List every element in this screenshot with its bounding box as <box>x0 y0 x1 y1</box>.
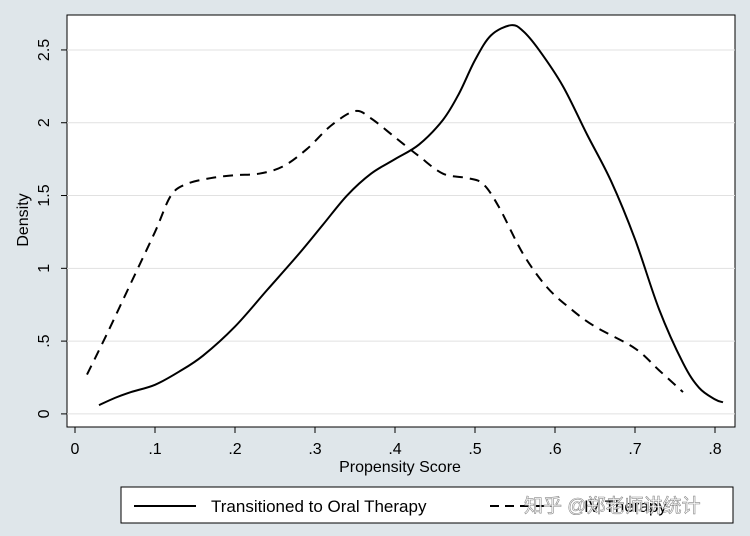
plot-area <box>66 14 736 428</box>
legend-box <box>120 486 734 524</box>
x-tick-label: .1 <box>148 441 161 458</box>
gridlines <box>67 49 735 415</box>
legend-label-iv: IV Therapy <box>584 497 667 516</box>
x-tick-label: .7 <box>628 441 641 458</box>
y-tick-label: 0 <box>36 409 53 418</box>
y-tick-label: 2 <box>36 118 53 127</box>
y-axis-label: Density <box>15 193 32 246</box>
y-tick-label: 1 <box>36 264 53 273</box>
x-tick-label: .4 <box>388 441 401 458</box>
x-tick-label: 0 <box>71 441 80 458</box>
y-tick-label: 1.5 <box>36 184 53 206</box>
y-tick-label: .5 <box>36 334 53 347</box>
legend-label-oral: Transitioned to Oral Therapy <box>211 497 427 516</box>
x-tick-label: .8 <box>708 441 721 458</box>
series-layer <box>86 24 724 407</box>
x-axis-label: Propensity Score <box>339 459 461 476</box>
x-tick-label: .6 <box>548 441 561 458</box>
series-line-oral <box>98 24 724 407</box>
x-tick-label: .3 <box>308 441 321 458</box>
series-line-iv <box>86 109 684 393</box>
x-axis: 0 .1 .2 .3 .4 .5 .6 .7 .8 <box>71 427 722 458</box>
y-tick-label: 2.5 <box>36 39 53 61</box>
x-tick-label: .2 <box>228 441 241 458</box>
y-axis: 0 .5 1 1.5 2 2.5 <box>36 39 67 418</box>
watermark: 知乎 @郑老师讲统计 <box>524 495 701 517</box>
x-tick-label: .5 <box>468 441 481 458</box>
